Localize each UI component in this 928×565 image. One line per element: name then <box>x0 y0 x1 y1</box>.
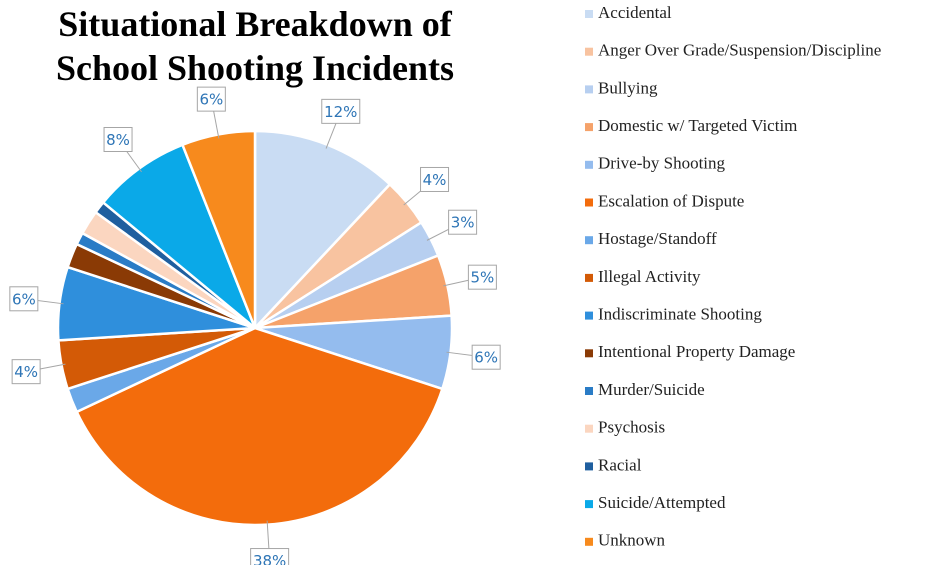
data-label: 3% <box>451 214 475 232</box>
legend-label: Bullying <box>598 78 658 97</box>
legend-label: Anger Over Grade/Suspension/Discipline <box>598 41 881 60</box>
data-label: 4% <box>14 363 38 381</box>
label-box <box>471 344 501 370</box>
legend-swatch <box>585 462 593 471</box>
legend-swatch <box>585 349 593 358</box>
legend-swatch <box>585 537 593 546</box>
legend-swatch <box>585 236 593 245</box>
legend-label: Racial <box>598 455 642 474</box>
legend-label: Psychosis <box>598 418 665 437</box>
legend-label: Illegal Activity <box>598 267 701 286</box>
legend-swatch <box>585 500 593 509</box>
data-label: 38% <box>253 552 286 565</box>
legend-label: Drive-by Shooting <box>598 154 726 173</box>
legend-label: Intentional Property Damage <box>598 342 795 361</box>
legend-swatch <box>585 273 593 282</box>
label-box <box>321 98 361 124</box>
chart-title: Situational Breakdown of School Shooting… <box>55 4 455 88</box>
legend-swatch <box>585 387 593 395</box>
legend-swatch <box>585 160 593 169</box>
data-label: 4% <box>423 171 447 189</box>
label-box <box>103 126 133 152</box>
legend-label: Escalation of Dispute <box>598 191 744 210</box>
label-box <box>11 359 41 385</box>
label-box <box>448 209 478 235</box>
legend-label: Suicide/Attempted <box>598 493 726 512</box>
label-box <box>196 86 226 112</box>
legend-label: Indiscriminate Shooting <box>598 305 762 324</box>
data-label: 12% <box>324 103 357 121</box>
legend-label: Hostage/Standoff <box>598 229 717 248</box>
label-box <box>9 286 39 312</box>
legend-label: Domestic w/ Targeted Victim <box>598 116 797 135</box>
data-label: 6% <box>199 91 223 109</box>
data-label: 6% <box>12 290 36 308</box>
label-box <box>467 264 497 290</box>
legend-swatch <box>585 424 593 433</box>
legend-swatch <box>585 198 593 207</box>
legend-swatch <box>585 311 593 320</box>
legend-label: Unknown <box>598 531 666 550</box>
label-box <box>420 166 450 192</box>
data-label: 8% <box>106 131 130 149</box>
legend-swatch <box>585 47 593 56</box>
legend-label: Accidental <box>598 3 672 22</box>
legend-swatch <box>585 123 593 132</box>
legend-swatch <box>585 10 593 18</box>
label-box <box>250 548 290 565</box>
data-label: 5% <box>470 269 494 287</box>
legend-label: Murder/Suicide <box>598 380 705 399</box>
data-label: 6% <box>474 349 498 367</box>
legend-swatch <box>585 85 593 94</box>
